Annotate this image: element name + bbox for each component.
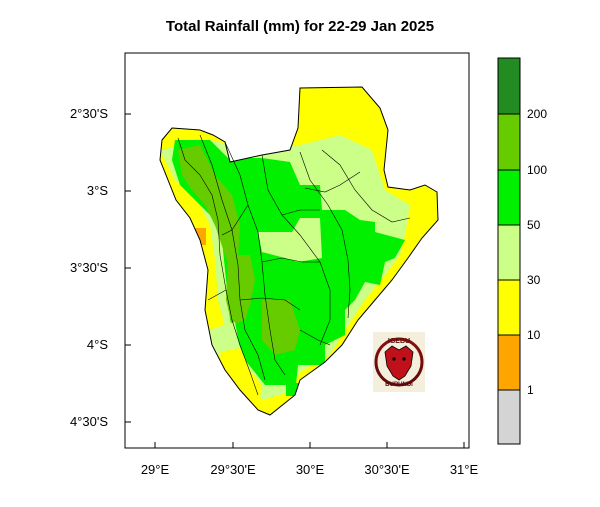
y-tick-label: 4°30'S bbox=[70, 414, 108, 429]
colorbar bbox=[497, 57, 521, 445]
logo-top-text: IGEBU bbox=[388, 338, 410, 345]
y-tick-label: 2°30'S bbox=[70, 106, 108, 121]
colorbar-label: 1 bbox=[527, 383, 534, 397]
y-tick-label: 3°30'S bbox=[70, 260, 108, 275]
mid-green-band-north bbox=[178, 145, 240, 275]
province-boundaries bbox=[177, 134, 411, 396]
yellow-southwest bbox=[220, 348, 262, 410]
x-tick-label: 30°30'E bbox=[364, 462, 410, 477]
axis-tick-marks bbox=[125, 113, 465, 448]
colorbar-segment bbox=[498, 225, 520, 280]
colorbar-segment bbox=[498, 280, 520, 335]
colorbar-segment bbox=[498, 58, 520, 114]
mid-green-band-central bbox=[226, 255, 255, 325]
country-outline bbox=[159, 86, 439, 416]
x-tick-label: 30°E bbox=[296, 462, 325, 477]
igebu-logo: IGEBU BURUNDI bbox=[373, 332, 425, 392]
colorbar-label: 50 bbox=[527, 218, 541, 232]
colorbar-label: 10 bbox=[527, 328, 541, 342]
x-tick-label: 29°30'E bbox=[210, 462, 256, 477]
y-tick-label: 3°S bbox=[87, 183, 108, 198]
x-tick-label: 31°E bbox=[450, 462, 479, 477]
colorbar-label: 30 bbox=[527, 273, 541, 287]
logo-bottom-text: BURUNDI bbox=[385, 382, 413, 388]
colorbar-label: 200 bbox=[527, 107, 547, 121]
x-tick-label: 29°E bbox=[141, 462, 170, 477]
colorbar-segment bbox=[498, 390, 520, 444]
boar-head-icon bbox=[384, 345, 414, 381]
colorbar-segment bbox=[498, 170, 520, 225]
colorbar-segment bbox=[498, 114, 520, 170]
y-tick-label: 4°S bbox=[87, 337, 108, 352]
colorbar-segment bbox=[498, 335, 520, 390]
colorbar-label: 100 bbox=[527, 163, 547, 177]
map-title: Total Rainfall (mm) for 22-29 Jan 2025 bbox=[165, 18, 435, 35]
light-green-patch bbox=[258, 218, 322, 262]
mid-green-band-south bbox=[262, 300, 300, 355]
